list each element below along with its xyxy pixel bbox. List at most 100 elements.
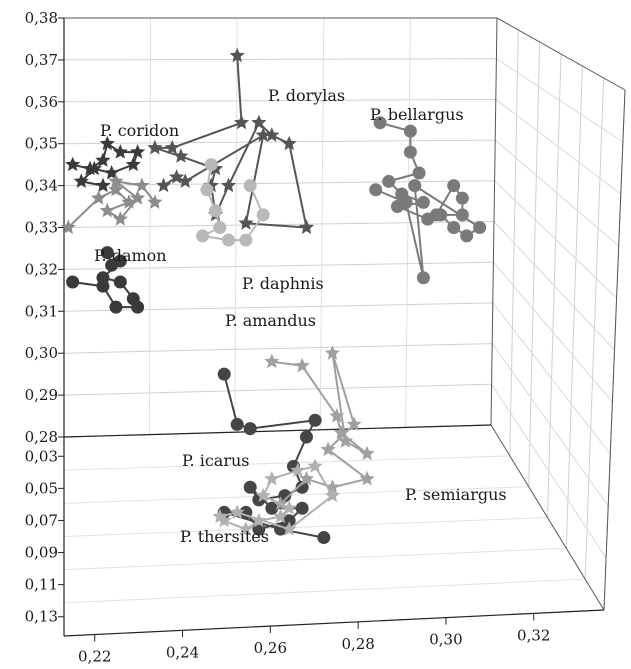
x-tick-label: 0,22 <box>78 648 111 666</box>
data-point-star <box>324 345 341 360</box>
series-p-daphnis <box>196 158 270 247</box>
x-tick-label: 0,28 <box>341 635 374 653</box>
series-p-bellargus <box>369 116 487 285</box>
z-tick-label: 0,30 <box>25 344 58 362</box>
side-wall-gridline <box>493 261 613 403</box>
data-point-circle <box>412 166 426 180</box>
data-point-star <box>264 470 280 486</box>
data-point-circle <box>243 480 257 494</box>
side-wall-gridline <box>491 343 609 507</box>
series-label: P. coridon <box>100 121 179 140</box>
data-point-star <box>112 211 128 226</box>
back-wall-gridline <box>63 343 493 354</box>
data-point-star <box>307 458 323 473</box>
series-label: P. thersites <box>180 527 269 546</box>
series-label: P. daphnis <box>242 274 324 293</box>
data-point-circle <box>434 208 448 222</box>
data-point-circle <box>109 300 123 314</box>
data-point-star <box>255 487 271 503</box>
series-label: P. bellargus <box>370 105 464 124</box>
data-point-star <box>108 173 124 188</box>
data-point-circle <box>213 221 227 234</box>
data-point-star <box>65 156 81 172</box>
data-point-circle <box>66 275 80 289</box>
back-wall-gridline <box>319 17 325 430</box>
side-wall-gridline <box>494 180 617 299</box>
side-wall-gridline <box>493 221 615 351</box>
data-point-circle <box>455 208 469 222</box>
axis-edge <box>496 17 626 91</box>
data-point-star <box>73 173 89 188</box>
data-point-star <box>251 512 267 528</box>
data-point-circle <box>243 422 257 436</box>
data-point-star <box>281 500 297 515</box>
data-point-star <box>294 357 310 373</box>
series-p-dorylas <box>147 47 315 234</box>
data-point-star <box>86 160 102 176</box>
depth-tick-label: 0,07 <box>25 511 58 529</box>
data-point-circle <box>239 233 253 247</box>
side-wall-gridline <box>492 302 611 455</box>
data-point-star <box>298 470 315 486</box>
data-point-star <box>264 127 280 142</box>
data-point-circle <box>408 179 422 193</box>
data-point-star <box>95 177 111 193</box>
data-point-circle <box>113 275 127 289</box>
back-wall-gridline <box>405 17 411 428</box>
data-point-circle <box>447 179 461 193</box>
data-point-star <box>156 177 172 193</box>
z-tick-label: 0,36 <box>25 93 58 111</box>
data-point-circle <box>100 246 114 260</box>
data-point-circle <box>416 271 430 285</box>
floor-gridline <box>63 578 586 604</box>
data-point-star <box>99 202 115 218</box>
z-tick-label: 0,34 <box>25 177 58 195</box>
z-tick-label: 0,38 <box>25 9 58 27</box>
data-point-star <box>60 219 76 234</box>
data-point-star <box>290 462 306 477</box>
depth-tick-label: 0,03 <box>25 447 58 465</box>
data-point-circle <box>317 531 331 545</box>
back-wall-gridline <box>63 98 496 103</box>
series-line <box>67 180 156 229</box>
data-point-circle <box>373 116 387 130</box>
data-point-star <box>337 433 354 448</box>
data-point-star <box>95 152 111 167</box>
data-point-star <box>281 135 297 151</box>
data-point-star <box>130 144 146 159</box>
data-point-star <box>130 190 146 205</box>
data-point-star <box>238 215 254 230</box>
depth-tick-label: 0,13 <box>25 608 58 626</box>
data-point-star <box>99 135 115 151</box>
series-p-amandus <box>66 246 145 314</box>
series-p-semiargus <box>264 345 375 511</box>
depth-tick-label: 0,09 <box>25 544 58 562</box>
axis-edge <box>603 89 626 611</box>
side-wall-gridline <box>491 384 607 559</box>
data-point-star <box>264 353 280 369</box>
data-point-star <box>91 190 107 205</box>
axis-edge <box>490 17 498 426</box>
data-point-star <box>147 194 163 209</box>
back-wall-gridline <box>63 58 497 61</box>
series-p-coridon <box>65 135 146 193</box>
data-point-star <box>121 194 137 209</box>
axis-edge <box>63 609 605 637</box>
data-point-star <box>324 487 341 503</box>
data-point-circle <box>217 367 231 381</box>
z-tick-label: 0,32 <box>25 260 58 278</box>
axis-edge <box>490 424 605 611</box>
data-point-star <box>359 445 375 461</box>
data-point-circle <box>131 300 145 314</box>
data-point-star <box>229 47 245 63</box>
side-wall-gridline <box>495 99 622 195</box>
series-label: P. damon <box>94 246 167 265</box>
data-point-star <box>229 504 245 519</box>
data-point-star <box>220 177 237 193</box>
data-point-circle <box>256 208 270 222</box>
series-p-icarus <box>217 367 331 545</box>
data-point-circle <box>447 221 461 234</box>
z-tick-label: 0,33 <box>25 219 58 237</box>
data-point-star <box>173 148 189 163</box>
side-wall-gridline <box>496 58 624 143</box>
